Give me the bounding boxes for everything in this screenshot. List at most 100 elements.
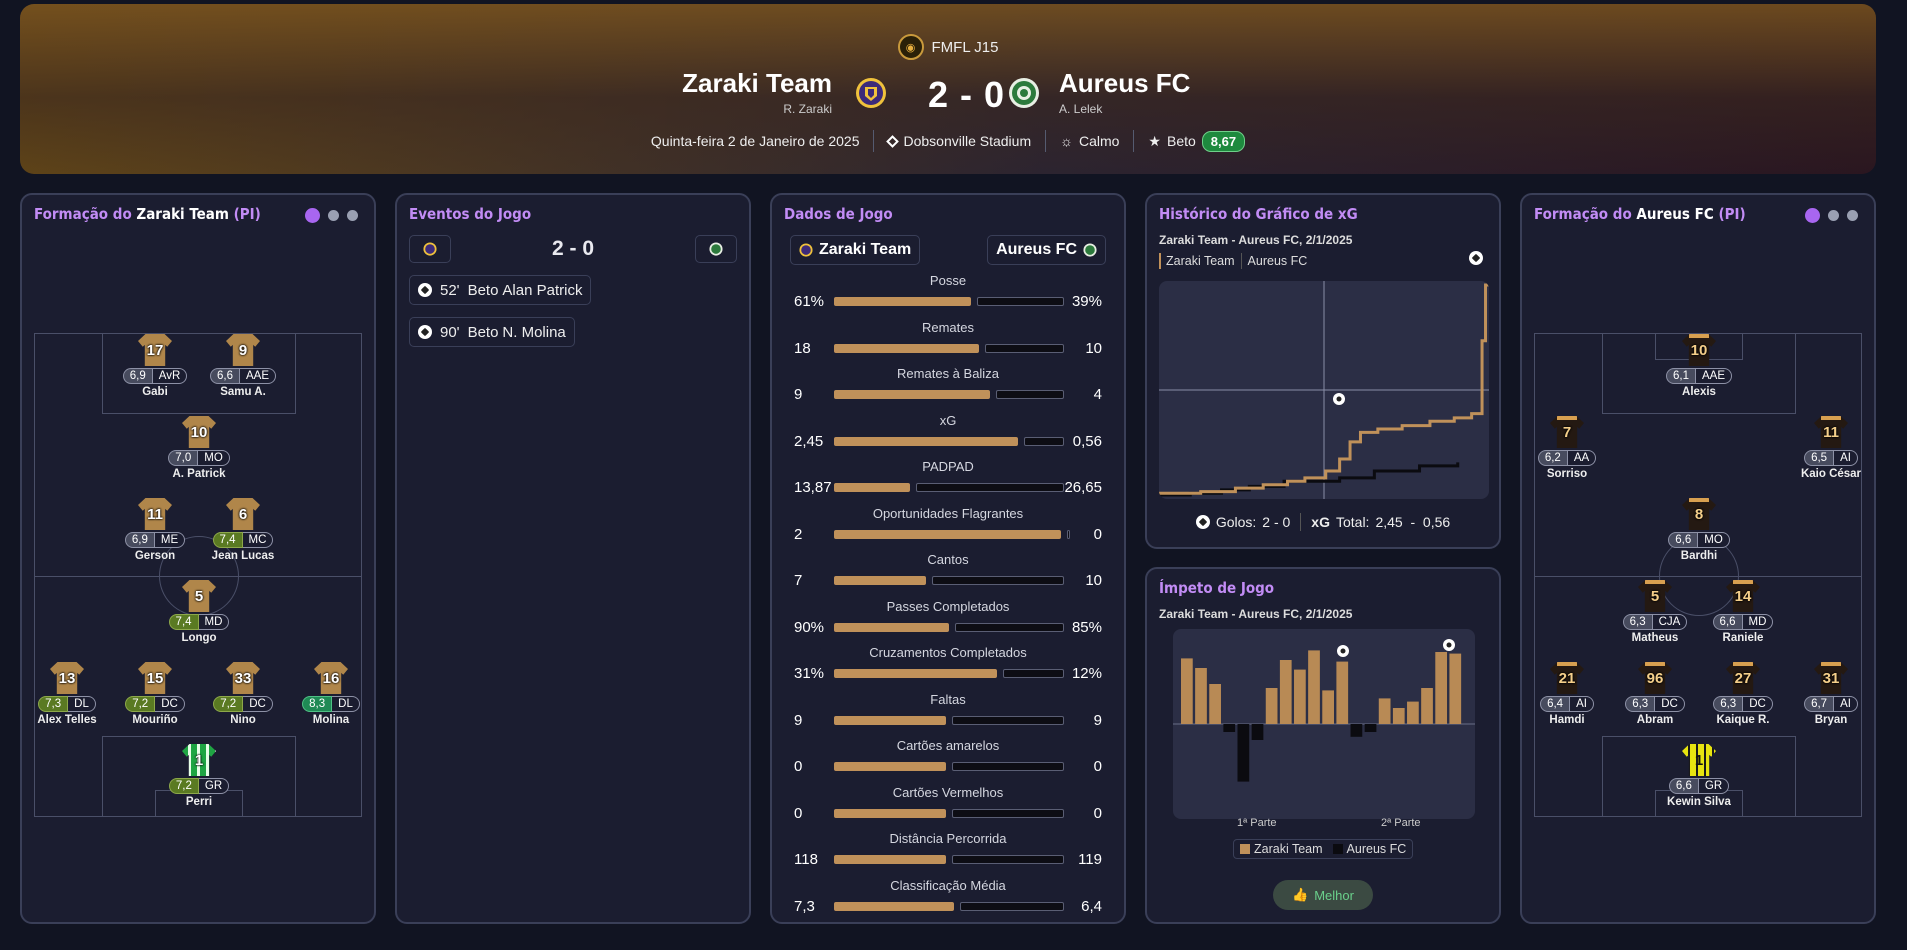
pitch-box-bottom — [102, 736, 296, 816]
player-card[interactable]: 31 6,7 AI Bryan — [1786, 662, 1876, 726]
shirt-number: 8 — [1694, 505, 1704, 523]
player-rating-badge: 8,3 DL — [286, 696, 376, 712]
view-dot-3[interactable] — [1847, 210, 1858, 221]
player-rating-badge: 6,3 CJA — [1610, 614, 1700, 630]
home-manager[interactable]: R. Zaraki — [783, 102, 832, 116]
goal-event-2[interactable]: 90' Beto N. Molina — [409, 317, 575, 347]
view-dot-1[interactable] — [1805, 208, 1820, 223]
legend-away-label[interactable]: Aureus FC — [1346, 842, 1407, 856]
player-position: AAE — [1695, 368, 1732, 384]
player-position: MC — [242, 532, 274, 548]
stats-home-button[interactable]: Zaraki Team — [790, 235, 921, 265]
player-card[interactable]: 21 6,4 AI Hamdi — [1522, 662, 1612, 726]
goal-marker-icon[interactable] — [1337, 645, 1349, 657]
stat-row: Remates 18 10 — [772, 320, 1124, 366]
xg-total-label: Total: — [1335, 514, 1370, 530]
player-card[interactable]: 5 6,3 CJA Matheus — [1610, 580, 1700, 644]
player-card[interactable]: 9 6,6 AAE Samu A. — [198, 334, 288, 398]
shirt-icon: 10 — [182, 416, 216, 448]
momentum-bar — [1336, 661, 1349, 724]
shirt-number: 6 — [238, 505, 248, 523]
divider — [1300, 513, 1302, 531]
goal-marker-icon[interactable] — [1443, 639, 1455, 651]
player-name: Longo — [181, 632, 217, 644]
shirt-icon: 16 — [314, 662, 348, 694]
view-dot-2[interactable] — [1828, 210, 1839, 221]
stat-away-bar — [952, 808, 1064, 818]
momentum-panel: Ímpeto de Jogo Zaraki Team - Aureus FC, … — [1145, 567, 1501, 924]
stats-away-button[interactable]: Aureus FC — [987, 235, 1106, 265]
player-card[interactable]: 1 6,6 GR Kewin Silva — [1654, 744, 1744, 808]
player-rating-badge: 6,9 ME — [110, 532, 200, 548]
player-card[interactable]: 33 7,2 DC Nino — [198, 662, 288, 726]
player-card[interactable]: 16 8,3 DL Molina — [286, 662, 376, 726]
momentum-bar — [1195, 668, 1207, 724]
player-name: Hamdi — [1549, 714, 1585, 726]
event-minute: 90' — [440, 323, 460, 341]
best-button-label: Melhor — [1314, 887, 1354, 903]
stadium-info[interactable]: Dobsonville Stadium — [886, 133, 1031, 149]
away-lineup-panel: Formação do Aureus FC (PI) 10 6,1 AAE Alexi… — [1520, 193, 1876, 924]
stat-label: xG — [939, 412, 957, 428]
player-rating: 6,6 — [1668, 778, 1699, 794]
momentum-bar — [1449, 653, 1462, 724]
divider — [1133, 130, 1135, 152]
stat-home-bar — [834, 576, 926, 585]
player-card[interactable]: 17 6,9 AvR Gabi — [110, 334, 200, 398]
player-card[interactable]: 8 6,6 MO Bardhi — [1654, 498, 1744, 562]
legend-home-label[interactable]: Zaraki Team — [1254, 842, 1323, 856]
player-card[interactable]: 7 6,2 AA Sorriso — [1522, 416, 1612, 480]
player-rating: 6,1 — [1665, 368, 1696, 384]
league-name[interactable]: FMFL J15 — [931, 38, 999, 56]
player-card[interactable]: 15 7,2 DC Mouriño — [110, 662, 200, 726]
player-card[interactable]: 10 6,1 AAE Alexis — [1654, 334, 1744, 398]
player-card[interactable]: 27 6,3 DC Kaique R. — [1698, 662, 1788, 726]
shirt-number: 11 — [1823, 423, 1839, 441]
stat-away-bar — [916, 483, 1064, 492]
player-card[interactable]: 10 7,0 MO A. Patrick — [154, 416, 244, 480]
stats-away-name: Aureus FC — [996, 241, 1077, 258]
momentum-bar — [1322, 690, 1334, 724]
player-name: Bryan — [1814, 714, 1848, 726]
player-card[interactable]: 1 7,2 GR Perri — [154, 744, 244, 808]
legend-away-label[interactable]: Aureus FC — [1247, 254, 1308, 268]
events-home-crest[interactable] — [409, 235, 451, 263]
view-dot-3[interactable] — [347, 210, 358, 221]
view-dot-1[interactable] — [305, 208, 320, 223]
player-position: MO — [198, 450, 230, 466]
best-button[interactable]: 👍 Melhor — [1273, 880, 1373, 910]
home-team-name[interactable]: Zaraki Team — [682, 68, 832, 98]
shirt-number: 14 — [1734, 587, 1752, 605]
away-manager[interactable]: A. Lelek — [1059, 102, 1103, 116]
player-rating-badge: 6,3 DC — [1610, 696, 1700, 712]
legend-home-label[interactable]: Zaraki Team — [1166, 254, 1235, 268]
view-dot-2[interactable] — [328, 210, 339, 221]
player-card[interactable]: 13 7,3 DL Alex Telles — [22, 662, 112, 726]
events-away-crest[interactable] — [695, 235, 737, 263]
player-card[interactable]: 96 6,3 DC Abram — [1610, 662, 1700, 726]
stat-away-value: 85% — [1071, 618, 1102, 636]
goal-toggle-icon[interactable] — [1469, 251, 1483, 265]
stat-label: Classificação Média — [890, 877, 1006, 893]
legend-home-marker — [1159, 253, 1161, 269]
player-card[interactable]: 5 7,4 MD Longo — [154, 580, 244, 644]
away-crest-icon — [709, 242, 723, 256]
stat-row: Passes Completados 90% 85% — [772, 599, 1124, 645]
player-card[interactable]: 6 7,4 MC Jean Lucas — [198, 498, 288, 562]
stat-row: Cartões Vermelhos 0 0 — [772, 785, 1124, 831]
player-card[interactable]: 11 6,9 ME Gerson — [110, 498, 200, 562]
stat-away-value: 10 — [1085, 572, 1102, 589]
shirt-icon: 27 — [1726, 662, 1760, 694]
player-position: DC — [1655, 696, 1685, 712]
player-rating: 7,4 — [212, 532, 243, 548]
shirt-icon: 11 — [1814, 416, 1848, 448]
away-crest-icon[interactable] — [1008, 77, 1040, 109]
goal-event-1[interactable]: 52' Beto Alan Patrick — [409, 275, 592, 305]
away-team-name[interactable]: Aureus FC — [1059, 68, 1191, 98]
home-crest-icon[interactable] — [855, 77, 887, 109]
player-card[interactable]: 14 6,6 MD Raniele — [1698, 580, 1788, 644]
momentum-bar — [1407, 701, 1419, 724]
player-rating: 7,2 — [213, 696, 244, 712]
man-of-match[interactable]: ★ Beto 8,67 — [1148, 130, 1246, 152]
player-card[interactable]: 11 6,5 AI Kaio César — [1786, 416, 1876, 480]
